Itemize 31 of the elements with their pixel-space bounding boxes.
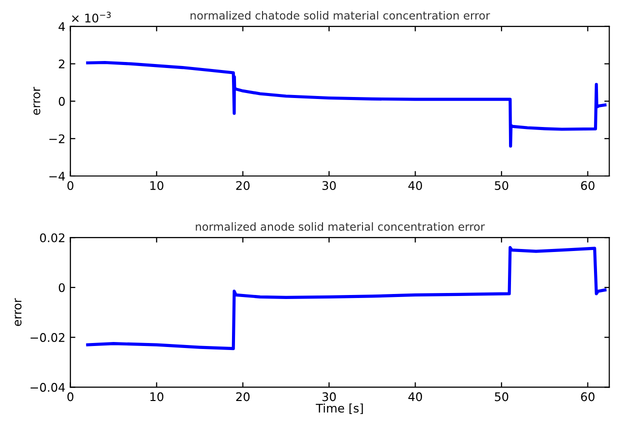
x-axis-title: Time [s] xyxy=(316,403,363,414)
x-tick-label: 20 xyxy=(236,181,250,190)
y-tick-label: 0 xyxy=(58,283,65,292)
y-tick-label: −2 xyxy=(49,134,64,144)
y-tick-label: 4 xyxy=(58,22,65,31)
x-tick-label: 10 xyxy=(150,181,164,190)
x-tick-label: 30 xyxy=(322,181,336,190)
x-tick-label: 20 xyxy=(236,392,250,402)
x-tick-label: 60 xyxy=(581,181,594,190)
y-tick-label: 0.02 xyxy=(40,233,64,242)
y-tick-label: 0 xyxy=(58,96,65,106)
x-tick-label: 10 xyxy=(150,392,164,402)
line-series xyxy=(86,60,607,148)
text: × 10$^{−3}$ xyxy=(72,12,111,23)
y-axis-title: error xyxy=(14,298,22,326)
x-tick-label: 30 xyxy=(322,392,336,402)
x-tick-label: 50 xyxy=(494,181,508,190)
y-axis-title: error xyxy=(34,86,40,115)
x-tick-label: 40 xyxy=(408,181,422,190)
y-tick-label: −4 xyxy=(49,172,65,180)
y-tick-label: −0.02 xyxy=(30,333,64,342)
chart-title: normalized chatode solid material concentration error xyxy=(190,11,490,20)
x-tick-label: 0 xyxy=(67,392,74,402)
x-tick-label: 40 xyxy=(408,392,422,402)
x-tick-label: 0 xyxy=(67,181,74,190)
y-tick-label: 2 xyxy=(58,60,64,68)
line-series xyxy=(86,246,607,350)
x-tick-label: 50 xyxy=(494,392,508,402)
x-tick-label: 60 xyxy=(581,392,594,402)
y-tick-label: −0.04 xyxy=(30,382,65,392)
chart-title: normalized anode solid material concentration error xyxy=(196,222,485,231)
